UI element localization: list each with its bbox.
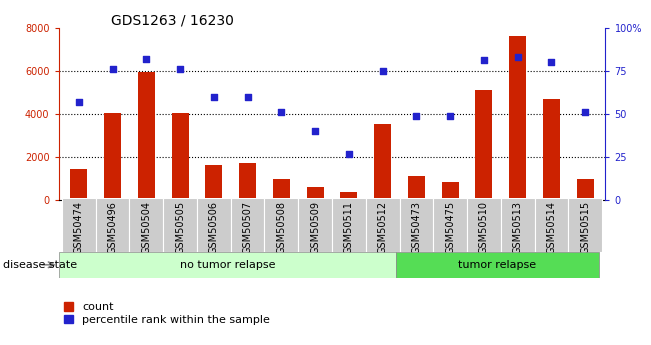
Text: GSM50504: GSM50504 [141,201,151,254]
Text: GSM50505: GSM50505 [175,201,185,254]
Point [107,66,118,72]
Legend: count, percentile rank within the sample: count, percentile rank within the sample [64,302,270,325]
Text: GSM50514: GSM50514 [546,201,557,254]
Bar [340,192,357,200]
Point [411,113,422,118]
Text: GSM50513: GSM50513 [513,201,523,254]
Bar [366,198,400,252]
Bar [172,113,189,200]
Text: GDS1263 / 16230: GDS1263 / 16230 [111,14,234,28]
Text: GSM50512: GSM50512 [378,201,387,254]
Bar [70,169,87,200]
Text: tumor relapse: tumor relapse [458,260,536,270]
Point [512,54,523,60]
Point [546,59,557,65]
Text: GSM50475: GSM50475 [445,201,455,254]
Bar [298,198,332,252]
Bar [307,187,324,200]
Bar [104,113,121,200]
Bar [59,252,396,278]
Point [242,94,253,99]
Text: GSM50474: GSM50474 [74,201,84,254]
Text: GSM50508: GSM50508 [277,201,286,254]
Point [310,128,320,134]
Text: GSM50515: GSM50515 [580,201,590,254]
Bar [197,198,230,252]
Point [276,109,286,115]
Text: GSM50511: GSM50511 [344,201,354,254]
Bar [62,198,96,252]
Point [175,66,186,72]
Bar [400,198,434,252]
Text: GSM50496: GSM50496 [107,201,118,254]
Bar [501,198,534,252]
Bar [130,198,163,252]
Text: GSM50473: GSM50473 [411,201,421,254]
Text: GSM50509: GSM50509 [310,201,320,254]
Point [445,113,455,118]
Point [580,109,590,115]
Bar [577,179,594,200]
Bar [239,164,256,200]
Point [209,94,219,99]
Text: GSM50507: GSM50507 [243,201,253,254]
Text: no tumor relapse: no tumor relapse [180,260,275,270]
Bar [543,99,560,200]
Bar [467,198,501,252]
Bar [408,176,425,200]
Bar [163,198,197,252]
Point [378,68,388,73]
Bar [568,198,602,252]
Text: disease state: disease state [3,260,77,270]
Bar [264,198,298,252]
Bar [534,198,568,252]
Bar [96,198,130,252]
Bar [206,165,222,200]
Bar [230,198,264,252]
Bar [396,252,599,278]
Bar [509,36,526,200]
Point [74,99,84,105]
Text: GSM50506: GSM50506 [209,201,219,254]
Bar [273,179,290,200]
Point [344,151,354,156]
Bar [442,182,458,200]
Bar [434,198,467,252]
Bar [374,124,391,200]
Bar [332,198,366,252]
Bar [475,90,492,200]
Text: GSM50510: GSM50510 [479,201,489,254]
Point [478,58,489,63]
Point [141,56,152,61]
Bar [138,72,155,200]
